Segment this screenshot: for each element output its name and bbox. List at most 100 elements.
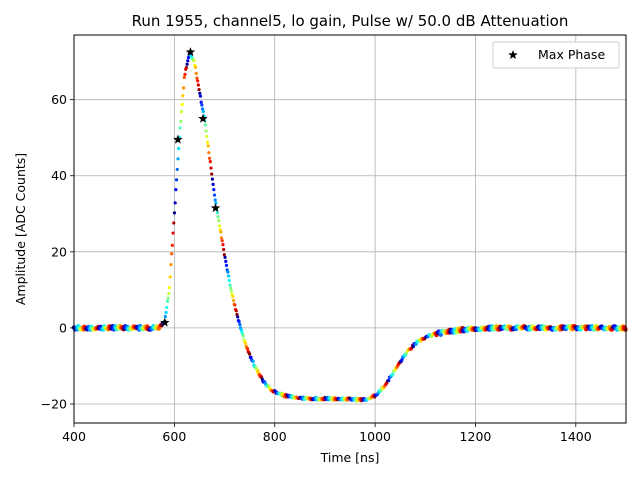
- data-point: [164, 310, 168, 315]
- data-point: [165, 305, 169, 310]
- data-point: [207, 156, 212, 160]
- data-point: [217, 219, 221, 223]
- data-point: [223, 255, 227, 259]
- data-point: [184, 65, 189, 70]
- data-point: [235, 312, 239, 317]
- data-point: [196, 83, 200, 87]
- y-axis-label: Amplitude [ADC Counts]: [13, 153, 28, 305]
- data-point: [245, 347, 250, 351]
- data-point: [213, 198, 217, 202]
- data-point: [179, 110, 184, 114]
- data-point: [227, 278, 231, 283]
- data-point: [167, 285, 172, 290]
- data-point: [249, 355, 253, 360]
- data-point: [177, 146, 181, 151]
- x-tick-label: 800: [263, 429, 287, 444]
- data-point: [214, 201, 218, 205]
- data-point: [200, 103, 204, 107]
- data-point: [172, 211, 177, 215]
- data-point: [239, 328, 243, 332]
- max-phase-star: [210, 203, 221, 213]
- data-point: [219, 236, 224, 240]
- data-point: [221, 243, 225, 247]
- data-point: [194, 71, 198, 75]
- x-tick-label: 400: [62, 429, 86, 444]
- data-point: [169, 262, 173, 267]
- data-point: [260, 377, 264, 381]
- y-tick-label: 20: [51, 244, 67, 259]
- data-point: [207, 151, 211, 155]
- data-point: [229, 286, 233, 290]
- data-point: [256, 369, 260, 373]
- data-point: [195, 76, 199, 80]
- data-point: [228, 283, 232, 287]
- y-tick-label: 0: [59, 320, 67, 335]
- data-point: [211, 182, 215, 186]
- legend-box: [492, 41, 620, 69]
- data-point: [208, 160, 212, 164]
- data-point: [204, 129, 208, 133]
- max-phase-star: [198, 113, 208, 123]
- data-point: [206, 144, 210, 148]
- chart-title: Run 1955, channel5, lo gain, Pulse w/ 50…: [132, 12, 569, 30]
- max-phase-markers: [160, 47, 221, 327]
- data-point: [234, 309, 238, 313]
- data-point: [414, 342, 418, 346]
- data-point: [219, 230, 223, 234]
- data-point: [243, 341, 248, 345]
- data-point: [196, 79, 200, 83]
- plot-frame: [73, 34, 627, 424]
- max-phase-star: [173, 134, 183, 144]
- grid-lines: [73, 35, 626, 423]
- data-point: [186, 59, 190, 63]
- data-point: [222, 247, 226, 252]
- data-point: [170, 243, 174, 247]
- data-point: [387, 379, 391, 383]
- data-point: [171, 231, 175, 235]
- data-point: [186, 55, 191, 60]
- data-point: [236, 315, 240, 319]
- data-point: [400, 357, 404, 362]
- data-point: [185, 62, 189, 66]
- data-point: [183, 72, 187, 76]
- x-tick-label: 1000: [359, 429, 391, 444]
- data-point: [172, 221, 176, 225]
- data-point: [198, 94, 203, 98]
- data-point: [205, 140, 210, 144]
- data-point: [205, 134, 209, 139]
- data-point: [178, 126, 182, 130]
- data-point: [182, 86, 186, 90]
- data-point: [226, 270, 230, 274]
- data-point: [210, 177, 214, 181]
- y-tick-label: 60: [51, 92, 67, 107]
- axis-ticks: 400 600 800 1000 1200 1400 −20 0 20 40 60: [41, 92, 592, 444]
- data-point: [220, 239, 224, 243]
- data-point: [193, 65, 198, 69]
- legend-star-icon: [508, 50, 518, 60]
- x-tick-label: 1200: [460, 429, 492, 444]
- data-point: [231, 294, 235, 299]
- data-point: [212, 188, 216, 192]
- data-point: [166, 296, 170, 300]
- data-point: [251, 359, 255, 363]
- data-point: [233, 303, 237, 307]
- data-point: [192, 58, 196, 63]
- data-point: [222, 253, 226, 257]
- data-point: [197, 87, 201, 92]
- max-phase-star: [160, 317, 170, 327]
- data-point: [210, 172, 214, 176]
- data-point: [174, 178, 179, 182]
- data-point: [203, 123, 207, 127]
- data-point: [217, 224, 222, 228]
- y-tick-label: 40: [51, 168, 67, 183]
- data-point: [200, 107, 205, 111]
- data-point: [201, 109, 205, 114]
- data-point: [165, 299, 170, 303]
- data-point: [176, 157, 180, 161]
- data-point: [182, 75, 186, 79]
- data-point: [168, 275, 172, 279]
- data-points: [71, 52, 628, 403]
- data-point: [391, 372, 395, 376]
- data-point: [255, 367, 259, 371]
- x-axis-label: Time [ns]: [320, 450, 380, 465]
